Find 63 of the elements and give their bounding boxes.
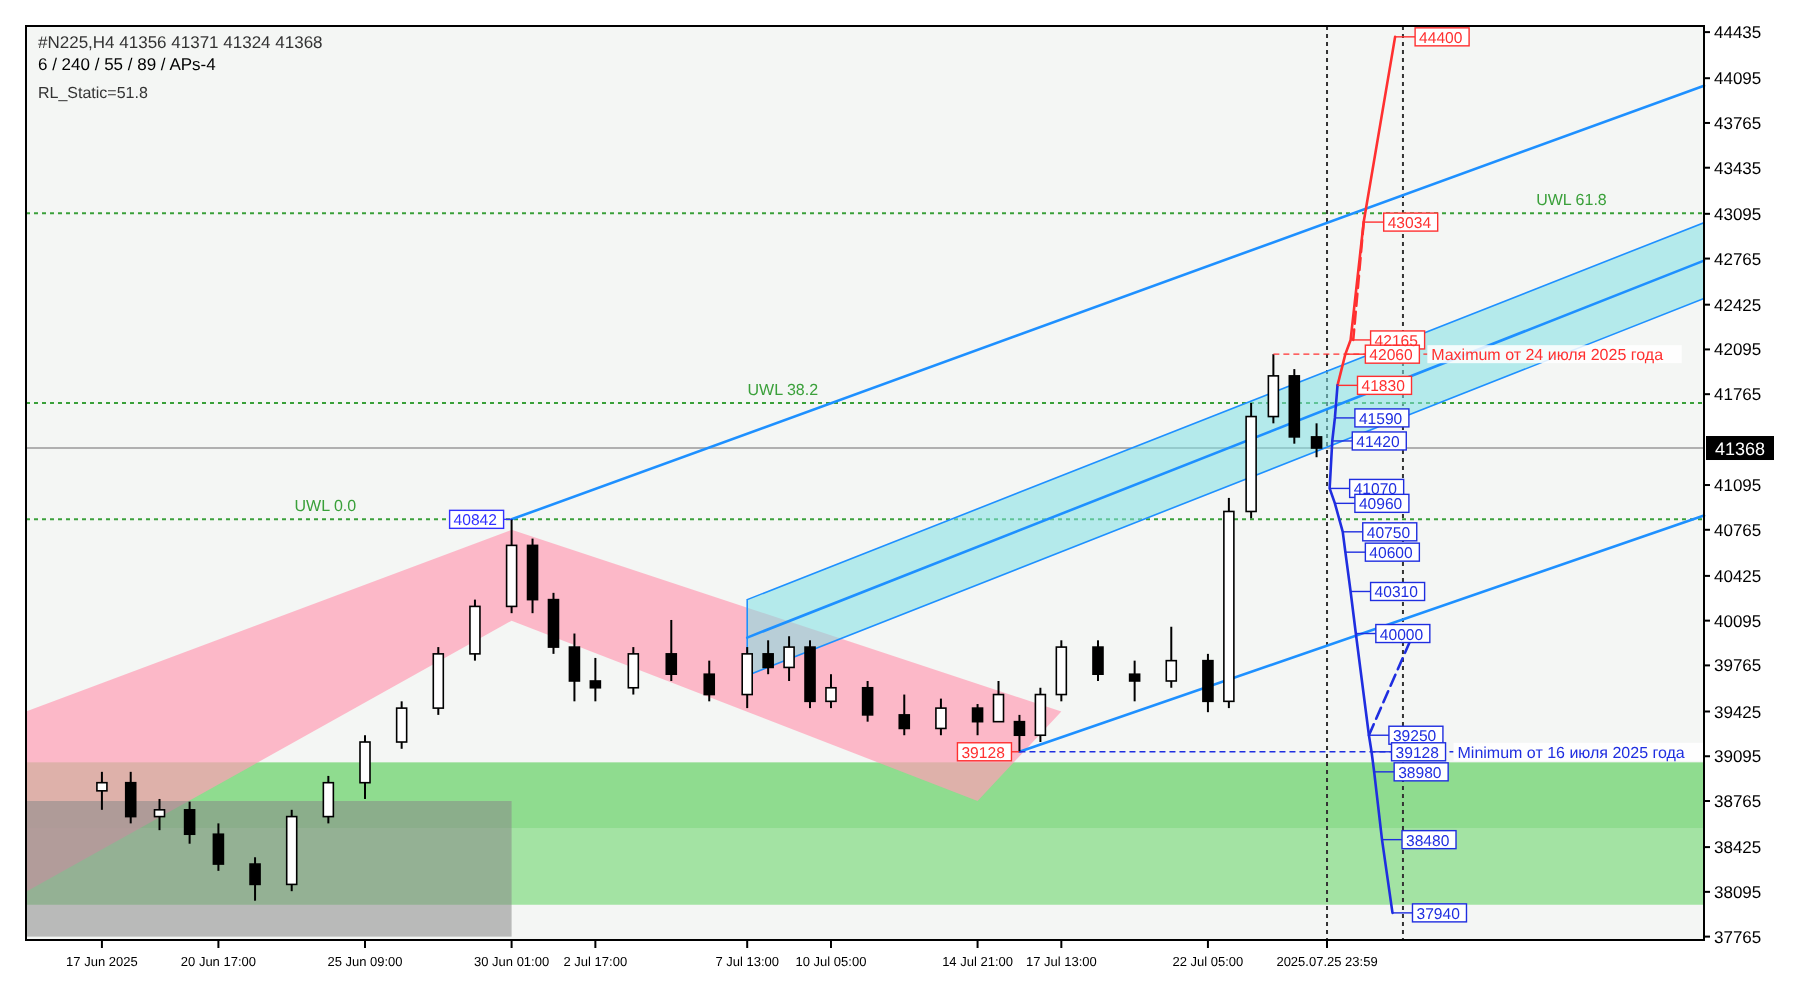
y-tick-label: 44435 bbox=[1714, 22, 1762, 43]
candlestick bbox=[212, 822, 225, 872]
candlestick bbox=[589, 656, 602, 703]
candlestick bbox=[183, 800, 196, 845]
y-tick-label: 39425 bbox=[1714, 701, 1762, 722]
candlestick bbox=[971, 703, 984, 737]
candlestick bbox=[992, 679, 1005, 723]
candlestick bbox=[1128, 659, 1141, 703]
y-tick-label: 40095 bbox=[1714, 610, 1762, 631]
y-tick-label: 39765 bbox=[1714, 655, 1762, 676]
y-tick-label: 38765 bbox=[1714, 791, 1762, 811]
y-tick-label: 39095 bbox=[1714, 746, 1762, 767]
y-tick-label: 43765 bbox=[1714, 112, 1762, 133]
y-tick-label: 42425 bbox=[1714, 294, 1762, 315]
candlestick bbox=[935, 697, 947, 737]
candlestick bbox=[1034, 686, 1047, 744]
ref-line-label: UWL 38.2 bbox=[747, 380, 820, 399]
ref-line-label: UWL 0.0 bbox=[294, 497, 358, 516]
chart-title: #N225,H4 41356 41371 41324 41368 bbox=[38, 32, 324, 52]
y-tick-label: 41095 bbox=[1714, 475, 1762, 496]
candlestick bbox=[1013, 713, 1026, 753]
y-tick-label: 44095 bbox=[1714, 68, 1762, 89]
text: 6 / 240 / 55 / 89 / APs-4 bbox=[38, 54, 217, 74]
y-tick-label: 42765 bbox=[1714, 248, 1762, 269]
y-tick-label: 38425 bbox=[1714, 837, 1762, 858]
candlestick bbox=[1092, 639, 1104, 682]
candlestick bbox=[249, 856, 261, 902]
candlestick bbox=[1202, 652, 1214, 714]
candlestick bbox=[825, 673, 837, 710]
ref-line-label: UWL 61.8 bbox=[1536, 191, 1608, 210]
candlestick bbox=[395, 700, 408, 750]
y-tick-label: 41765 bbox=[1714, 384, 1762, 405]
y-tick-label: 37765 bbox=[1714, 926, 1762, 947]
candlestick bbox=[124, 770, 137, 825]
candlestick bbox=[1055, 639, 1068, 703]
ref-line-label: 41368 bbox=[1714, 439, 1766, 460]
candlestick bbox=[898, 693, 911, 737]
candlestick bbox=[469, 598, 481, 662]
candlestick bbox=[703, 659, 716, 703]
candlestick bbox=[153, 797, 166, 832]
y-tick-label: 42095 bbox=[1714, 339, 1762, 360]
candlestick bbox=[1310, 422, 1323, 459]
annotation: Maximum от 24 июля 2025 года bbox=[1431, 346, 1665, 365]
y-tick-label: 43435 bbox=[1714, 157, 1762, 178]
candlestick bbox=[665, 618, 678, 682]
candlestick bbox=[547, 591, 560, 655]
candlestick bbox=[359, 734, 371, 800]
candlestick bbox=[568, 632, 581, 703]
candlestick bbox=[627, 646, 640, 696]
candlestick bbox=[1165, 625, 1178, 689]
y-tick-label: 40425 bbox=[1714, 565, 1762, 586]
candlestick bbox=[783, 635, 795, 682]
annotation: Minimum от 16 июля 2025 года bbox=[1457, 743, 1686, 762]
candlestick bbox=[96, 770, 108, 811]
candlestick bbox=[741, 646, 753, 710]
y-tick-label: 43095 bbox=[1714, 203, 1762, 224]
candlestick bbox=[762, 639, 774, 676]
candlestick bbox=[1267, 353, 1280, 425]
y-tick-label: 40765 bbox=[1714, 519, 1762, 540]
candlestick bbox=[861, 679, 874, 723]
annotation: RL_Static=51.8 bbox=[38, 84, 149, 102]
y-tick-label: 38095 bbox=[1714, 881, 1762, 902]
candlestick bbox=[322, 774, 335, 825]
